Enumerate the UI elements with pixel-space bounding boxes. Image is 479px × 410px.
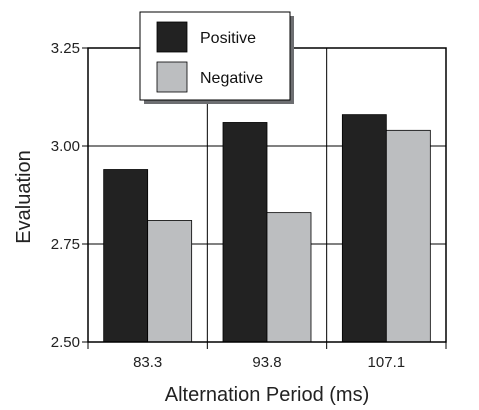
x-tick-label: 93.8: [252, 354, 281, 371]
y-tick-label: 2.50: [51, 334, 80, 351]
y-axis-title: Evaluation: [13, 150, 35, 243]
bar-negative-83.3: [147, 220, 193, 343]
bar-positive-83.3: [103, 169, 149, 343]
y-tick-label: 2.75: [51, 236, 80, 253]
x-tick-label: 83.3: [133, 354, 162, 371]
x-tick-label: 107.1: [368, 354, 406, 371]
x-axis-ticks: 83.3 93.8 107.1: [87, 342, 447, 371]
bar-positive-107.1: [341, 114, 387, 343]
y-tick-label: 3.00: [51, 138, 80, 155]
x-axis-title: Alternation Period (ms): [165, 384, 370, 406]
legend: Positive Negative: [139, 11, 294, 104]
legend-label-positive: Positive: [200, 30, 256, 47]
y-tick-label: 3.25: [51, 40, 80, 57]
bar-positive-93.8: [222, 122, 268, 343]
bars: [103, 114, 431, 343]
legend-label-negative: Negative: [200, 70, 263, 87]
y-axis-ticks: 2.50 2.75 3.00 3.25: [51, 40, 88, 351]
bar-negative-93.8: [266, 212, 312, 343]
legend-swatch-positive: [156, 21, 188, 53]
legend-swatch-negative: [156, 61, 188, 93]
bar-negative-107.1: [385, 129, 431, 343]
